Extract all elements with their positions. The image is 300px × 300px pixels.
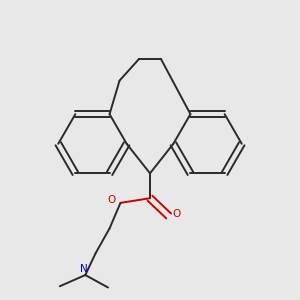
Text: N: N (80, 264, 88, 274)
Text: O: O (108, 195, 116, 205)
Text: O: O (172, 209, 181, 219)
